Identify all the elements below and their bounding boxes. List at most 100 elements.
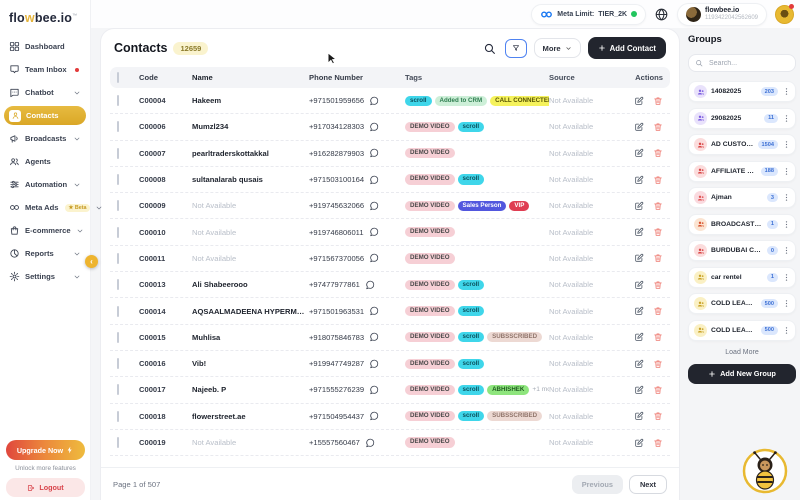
sidebar-item-settings[interactable]: Settings <box>4 267 86 286</box>
sidebar-item-broadcasts[interactable]: Broadcasts <box>4 129 86 148</box>
add-contact-button[interactable]: Add Contact <box>587 37 666 59</box>
sidebar-collapse-button[interactable]: ‹ <box>85 255 98 268</box>
delete-contact-icon[interactable] <box>653 122 663 132</box>
edit-contact-icon[interactable] <box>634 227 644 237</box>
kebab-menu-icon[interactable] <box>782 299 791 308</box>
previous-page-button[interactable]: Previous <box>571 474 623 494</box>
kebab-menu-icon[interactable] <box>782 167 791 176</box>
chat-icon[interactable] <box>365 280 375 290</box>
group-item[interactable]: 29082025 11 <box>688 107 796 129</box>
sidebar-item-dashboard[interactable]: Dashboard <box>4 37 86 56</box>
chat-icon[interactable] <box>365 438 375 448</box>
chat-icon[interactable] <box>369 148 379 158</box>
sidebar-item-reports[interactable]: Reports <box>4 244 86 263</box>
row-checkbox[interactable] <box>117 252 119 264</box>
chat-icon[interactable] <box>369 359 379 369</box>
sidebar-item-contacts[interactable]: Contacts <box>4 106 86 125</box>
edit-contact-icon[interactable] <box>634 175 644 185</box>
user-avatar[interactable] <box>775 3 794 24</box>
sidebar-item-chatbot[interactable]: Chatbot <box>4 83 86 102</box>
edit-contact-icon[interactable] <box>634 359 644 369</box>
account-pill[interactable]: flowbee.io 1193422042562609 <box>677 2 767 26</box>
chat-icon[interactable] <box>369 175 379 185</box>
delete-contact-icon[interactable] <box>653 148 663 158</box>
chat-icon[interactable] <box>369 411 379 421</box>
row-checkbox[interactable] <box>117 200 119 212</box>
group-item[interactable]: BURDUBAI CUST... 0 <box>688 240 796 261</box>
row-checkbox[interactable] <box>117 147 119 159</box>
row-checkbox[interactable] <box>117 331 119 343</box>
group-item[interactable]: Ajman 3 <box>688 187 796 208</box>
group-item[interactable]: BROADCAST 020... 1 <box>688 213 796 235</box>
chat-icon[interactable] <box>369 96 379 106</box>
filter-button[interactable] <box>504 38 527 58</box>
kebab-menu-icon[interactable] <box>782 326 791 335</box>
delete-contact-icon[interactable] <box>653 96 663 106</box>
delete-contact-icon[interactable] <box>653 332 663 342</box>
edit-contact-icon[interactable] <box>634 438 644 448</box>
delete-contact-icon[interactable] <box>653 253 663 263</box>
sidebar-item-automation[interactable]: Automation <box>4 175 86 194</box>
group-item[interactable]: AFFILIATE PART... 188 <box>688 160 796 182</box>
chat-icon[interactable] <box>369 227 379 237</box>
delete-contact-icon[interactable] <box>653 306 663 316</box>
kebab-menu-icon[interactable] <box>782 114 791 123</box>
kebab-menu-icon[interactable] <box>782 246 791 255</box>
edit-contact-icon[interactable] <box>634 96 644 106</box>
row-checkbox[interactable] <box>117 410 119 422</box>
sidebar-item-team-inbox[interactable]: Team Inbox <box>4 60 86 79</box>
more-button[interactable]: More <box>533 38 581 58</box>
group-item[interactable]: AD CUSTOME... 1504 <box>688 134 796 155</box>
delete-contact-icon[interactable] <box>653 359 663 369</box>
row-checkbox[interactable] <box>117 279 119 291</box>
sidebar-item-meta-ads[interactable]: Meta Ads ★ Beta <box>4 198 101 217</box>
kebab-menu-icon[interactable] <box>782 220 791 229</box>
delete-contact-icon[interactable] <box>653 411 663 421</box>
chatbot-launcher[interactable] <box>742 448 788 494</box>
edit-contact-icon[interactable] <box>634 280 644 290</box>
edit-contact-icon[interactable] <box>634 148 644 158</box>
select-all-checkbox[interactable] <box>117 72 119 83</box>
edit-contact-icon[interactable] <box>634 122 644 132</box>
delete-contact-icon[interactable] <box>653 280 663 290</box>
kebab-menu-icon[interactable] <box>782 87 791 96</box>
row-checkbox[interactable] <box>117 384 119 396</box>
chat-icon[interactable] <box>369 253 379 263</box>
edit-contact-icon[interactable] <box>634 385 644 395</box>
kebab-menu-icon[interactable] <box>782 273 791 282</box>
logout-button[interactable]: Logout <box>6 478 85 497</box>
row-checkbox[interactable] <box>117 358 119 370</box>
kebab-menu-icon[interactable] <box>782 140 791 149</box>
delete-contact-icon[interactable] <box>653 175 663 185</box>
row-checkbox[interactable] <box>117 121 119 133</box>
chat-icon[interactable] <box>369 122 379 132</box>
load-more-link[interactable]: Load More <box>725 348 759 356</box>
row-checkbox[interactable] <box>117 226 119 238</box>
delete-contact-icon[interactable] <box>653 227 663 237</box>
delete-contact-icon[interactable] <box>653 438 663 448</box>
row-checkbox[interactable] <box>117 174 119 186</box>
groups-search-input[interactable] <box>707 58 789 68</box>
next-page-button[interactable]: Next <box>628 474 667 494</box>
sidebar-item-e-commerce[interactable]: E-commerce <box>4 221 86 240</box>
row-checkbox[interactable] <box>117 305 119 317</box>
globe-icon[interactable] <box>654 7 669 22</box>
group-item[interactable]: car rentel 1 <box>688 266 796 288</box>
chat-icon[interactable] <box>369 332 379 342</box>
chat-icon[interactable] <box>369 385 379 395</box>
delete-contact-icon[interactable] <box>653 385 663 395</box>
edit-contact-icon[interactable] <box>634 306 644 316</box>
group-item[interactable]: 14082025 203 <box>688 81 796 102</box>
search-button[interactable] <box>482 40 498 56</box>
edit-contact-icon[interactable] <box>634 201 644 211</box>
row-checkbox[interactable] <box>117 437 119 448</box>
row-checkbox[interactable] <box>117 95 119 107</box>
chat-icon[interactable] <box>369 201 379 211</box>
groups-search[interactable] <box>688 54 796 72</box>
group-item[interactable]: COLD LEAD 091... 500 <box>688 293 796 314</box>
edit-contact-icon[interactable] <box>634 332 644 342</box>
sidebar-item-agents[interactable]: Agents <box>4 152 86 171</box>
chat-icon[interactable] <box>369 306 379 316</box>
edit-contact-icon[interactable] <box>634 253 644 263</box>
delete-contact-icon[interactable] <box>653 201 663 211</box>
